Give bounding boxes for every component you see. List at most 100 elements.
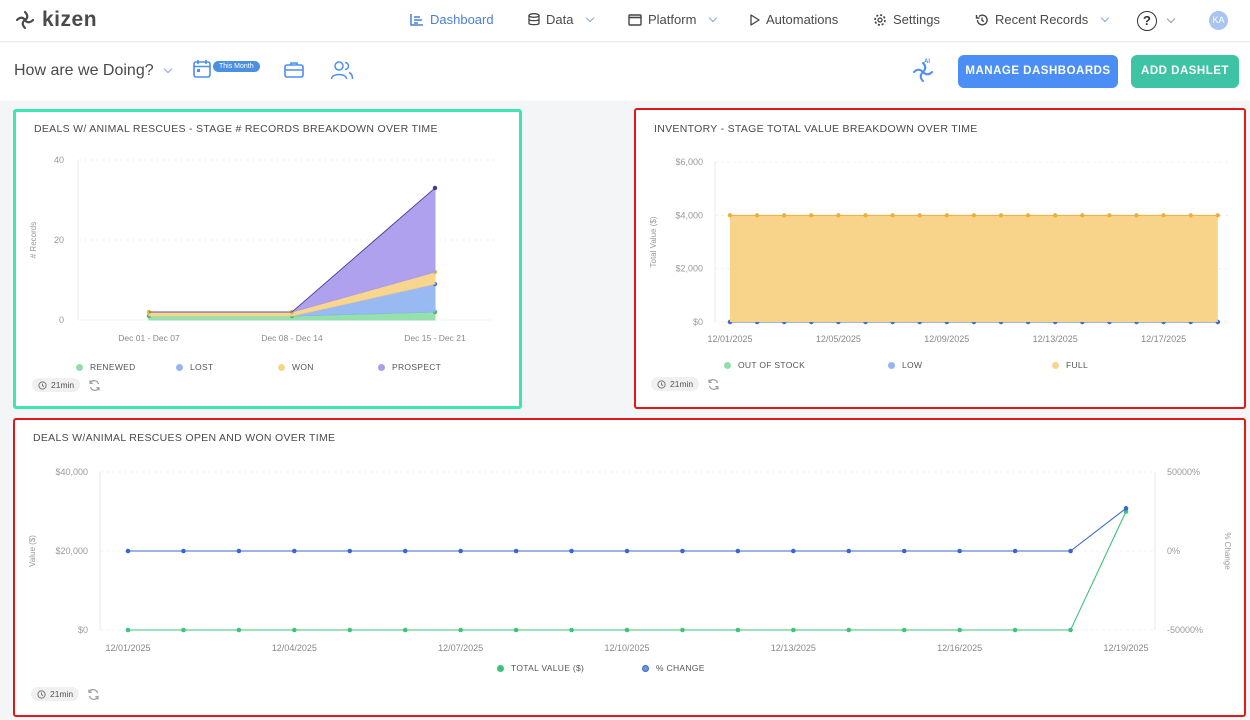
briefcase-icon[interactable] (284, 61, 304, 78)
legend-item-out-of-stock[interactable]: OUT OF STOCK (724, 360, 805, 370)
data-point (735, 627, 741, 633)
legend-item-lost[interactable]: LOST (176, 362, 213, 372)
team-icon[interactable] (330, 60, 354, 80)
dashlet-inventory-stage-value[interactable]: INVENTORY - STAGE TOTAL VALUE BREAKDOWN … (634, 108, 1246, 409)
legend-swatch (642, 664, 649, 672)
database-icon (528, 13, 540, 26)
data-point (181, 627, 186, 633)
date-range-badge[interactable]: This Month (213, 61, 260, 72)
refresh-icon[interactable] (87, 688, 100, 701)
refresh-icon[interactable] (707, 378, 720, 391)
nav-settings-label: Settings (893, 12, 940, 27)
add-dashlet-button[interactable]: ADD DASHLET (1131, 55, 1239, 88)
x-tick-label: 12/07/2025 (438, 643, 483, 653)
nav-platform[interactable]: Platform (628, 12, 718, 27)
nav-data[interactable]: Data (528, 12, 595, 27)
nav-automations[interactable]: Automations (749, 12, 838, 27)
x-tick-label: 12/09/2025 (924, 334, 969, 344)
data-point (1025, 213, 1031, 218)
area-series-full (730, 215, 1218, 322)
data-point (1068, 548, 1073, 554)
dashlet-footer: 21min (651, 377, 720, 391)
avatar: KA (1209, 11, 1228, 30)
data-point (347, 548, 353, 554)
dashboard-name: How are we Doing? (14, 62, 154, 79)
data-point (782, 213, 787, 218)
data-point (1215, 213, 1220, 218)
data-point (624, 627, 630, 633)
data-point (432, 185, 438, 191)
legend-swatch (378, 363, 385, 371)
dashboard-selector[interactable]: How are we Doing? (14, 62, 172, 80)
nav-automations-label: Automations (766, 12, 839, 27)
data-point (236, 627, 242, 633)
data-point (347, 627, 353, 633)
stacked-area-chart: $0 $2,000 $4,000 $6,000 Total Value ($) 12/01… (649, 157, 1228, 344)
y-axis-label: Total Value ($) (649, 216, 658, 267)
legend-label: PROSPECT (392, 362, 442, 372)
line-series--change (128, 507, 1127, 552)
data-point (735, 548, 741, 554)
nav-settings[interactable]: Settings (873, 12, 940, 27)
data-point (513, 627, 519, 633)
legend-item-full[interactable]: FULL (1052, 360, 1088, 370)
legend-item-total-value[interactable]: TOTAL VALUE ($) (497, 663, 584, 673)
x-tick-label: 12/04/2025 (272, 643, 317, 653)
dashlet-footer: 21min (31, 687, 100, 701)
history-icon (975, 13, 988, 25)
x-tick-label: Dec 01 - Dec 07 (118, 333, 180, 343)
data-point (125, 548, 131, 554)
y-right-tick-label: 50000% (1167, 467, 1200, 477)
legend-item-pct-change[interactable]: % CHANGE (642, 663, 705, 673)
dual-axis-line-chart: $0 $20,000 $40,000 -50000% 0% 50000% Value ($)… (28, 467, 1232, 653)
y-axis-label: Value ($) (28, 535, 37, 567)
user-menu[interactable]: KA (1209, 11, 1228, 30)
data-point (836, 213, 841, 218)
refresh-icon[interactable] (88, 379, 101, 392)
x-tick-label: 12/13/2025 (771, 643, 816, 653)
ai-assistant[interactable]: AI (910, 59, 938, 85)
help-menu[interactable]: ? (1137, 11, 1176, 31)
data-point (754, 213, 760, 218)
legend-label: OUT OF STOCK (738, 360, 806, 370)
nav-dashboard-label: Dashboard (430, 12, 494, 27)
legend-item-renewed[interactable]: RENEWED (76, 362, 136, 372)
data-point (957, 627, 962, 633)
dashlet-deals-stage-breakdown[interactable]: DEALS W/ ANIMAL RESCUES - STAGE # RECORD… (13, 109, 522, 409)
data-point (971, 213, 977, 218)
dashlet-title: INVENTORY - STAGE TOTAL VALUE BREAKDOWN … (654, 123, 978, 135)
x-tick-label: Dec 15 - Dec 21 (404, 333, 466, 343)
manage-dashboards-button[interactable]: MANAGE DASHBOARDS (958, 55, 1118, 88)
data-point (458, 627, 463, 633)
legend-item-prospect[interactable]: PROSPECT (378, 362, 441, 372)
legend-swatch (176, 363, 183, 371)
legend-swatch (724, 361, 731, 369)
refresh-time: 21min (31, 687, 80, 701)
data-point (402, 627, 408, 633)
calendar-icon[interactable] (193, 59, 211, 78)
nav-dashboard[interactable]: Dashboard (410, 12, 494, 27)
y-tick-label: $6,000 (675, 157, 703, 167)
nav-recent-records[interactable]: Recent Records (975, 12, 1110, 27)
dashlet-deals-open-won[interactable]: DEALS W/ANIMAL RESCUES OPEN AND WON OVER… (13, 418, 1246, 717)
kizen-logo-icon (15, 10, 35, 30)
data-point (727, 213, 733, 218)
legend-label: WON (292, 362, 314, 372)
data-point (513, 548, 519, 554)
brand-logo[interactable]: kizen (14, 8, 97, 32)
data-point (917, 213, 922, 218)
legend-label: LOST (190, 362, 214, 372)
nav-data-label: Data (546, 12, 574, 27)
dashlet-footer: 21min (32, 378, 101, 392)
data-point (458, 548, 463, 554)
dashlet-title: DEALS W/ ANIMAL RESCUES - STAGE # RECORD… (34, 123, 438, 135)
dashboard-toolbar: How are we Doing? This Month AI MANAGE D… (0, 43, 1250, 101)
chevron-down-icon (1166, 14, 1176, 24)
data-point (1053, 213, 1058, 218)
data-point (1012, 627, 1018, 633)
legend-item-won[interactable]: WON (278, 362, 314, 372)
legend-swatch (278, 363, 285, 371)
legend-item-low[interactable]: LOW (888, 360, 922, 370)
data-point (890, 213, 895, 218)
ai-badge: AI (924, 59, 930, 65)
